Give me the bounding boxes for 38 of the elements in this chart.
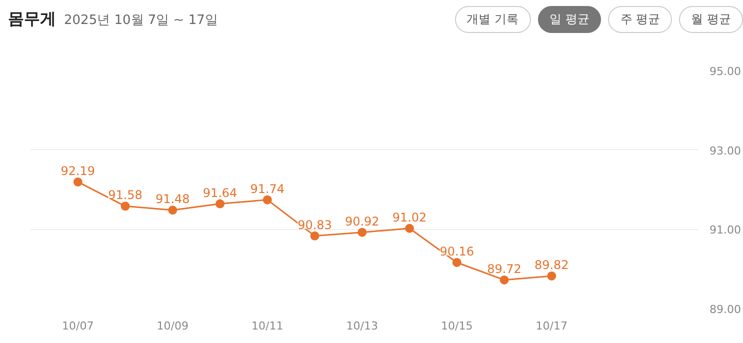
x-tick-label: 10/15 (441, 320, 473, 332)
data-label: 91.02 (392, 210, 427, 224)
data-label: 91.74 (250, 182, 285, 196)
chart-subtitle: 2025년 10월 7일 ~ 17일 (64, 13, 218, 28)
x-tick-label: 10/13 (346, 320, 378, 332)
x-tick-label: 10/07 (62, 320, 94, 332)
point (73, 177, 82, 186)
text: 개별 기록 (454, 6, 531, 34)
point (216, 199, 225, 208)
point (120, 202, 130, 211)
data-label: 89.72 (487, 262, 522, 276)
y-tick-label: 95.00 (710, 65, 741, 78)
text: 월 평균 (679, 6, 743, 34)
text: 일 평균 (538, 6, 602, 34)
data-label: 90.92 (344, 214, 380, 228)
data-label: 92.19 (60, 164, 96, 178)
text: 주 평균 (608, 6, 672, 34)
point (547, 271, 556, 280)
data-label: 91.58 (108, 188, 142, 202)
y-tick-label: 89.00 (710, 303, 741, 316)
point (168, 206, 178, 215)
y-tick-label: 93.00 (710, 144, 741, 158)
point (262, 195, 272, 204)
point (500, 275, 509, 284)
point (405, 224, 414, 233)
y-tick-label: 91.00 (710, 224, 741, 237)
x-tick-label: 10/17 (536, 320, 568, 332)
chart-title: 몸무게 (8, 9, 56, 28)
point (310, 231, 320, 240)
data-label: 91.48 (155, 192, 190, 206)
point (358, 228, 367, 237)
data-label: 90.83 (298, 218, 332, 232)
x-tick-label: 10/09 (156, 320, 188, 332)
x-tick-label: 10/11 (252, 320, 284, 332)
data-label: 89.82 (534, 258, 569, 272)
point (452, 258, 462, 267)
data-label: 90.16 (440, 244, 474, 258)
data-label: 91.64 (202, 186, 238, 200)
